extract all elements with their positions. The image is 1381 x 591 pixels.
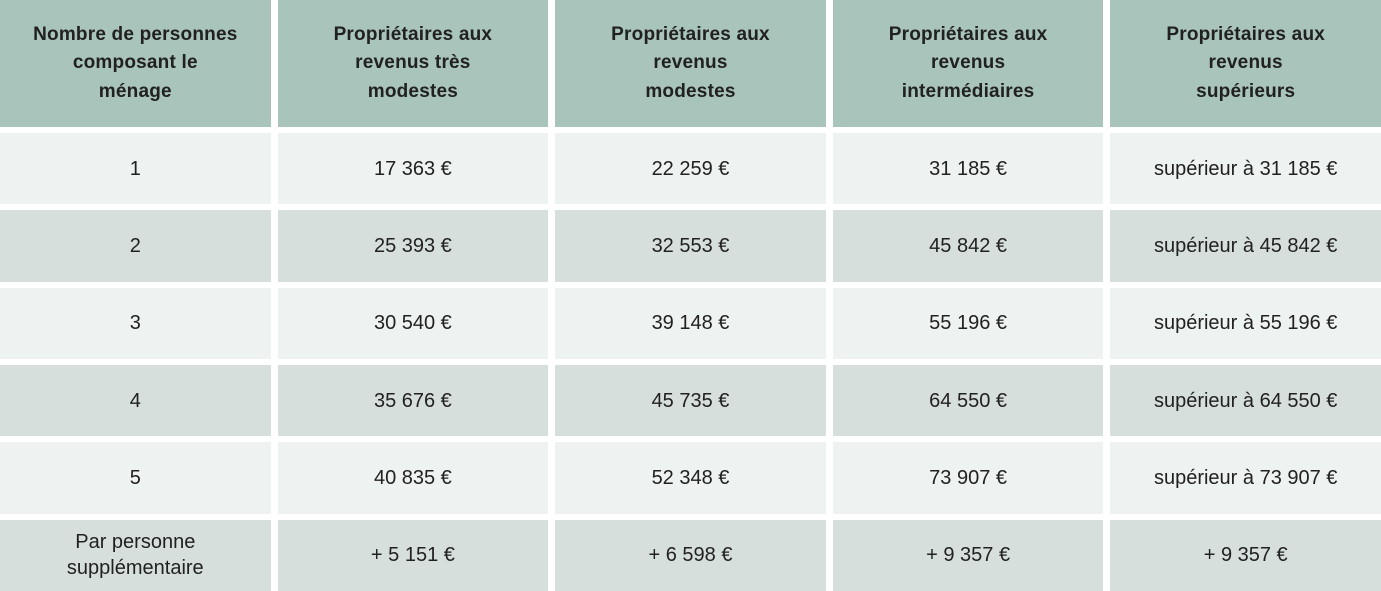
value-cell: 73 907 € <box>832 442 1104 514</box>
value-cell: supérieur à 64 550 € <box>1110 365 1381 437</box>
header-cell-household-size: Nombre de personnes composant le ménage <box>0 0 271 127</box>
row-label-cell: 2 <box>0 210 271 282</box>
value-cell: 45 842 € <box>832 210 1104 282</box>
row-label-cell: Par personne supplémentaire <box>0 519 271 591</box>
value-cell: + 9 357 € <box>1110 519 1381 591</box>
value-cell: 25 393 € <box>277 210 549 282</box>
value-cell: + 6 598 € <box>555 519 826 591</box>
value-cell: 22 259 € <box>555 133 826 205</box>
value-cell: supérieur à 31 185 € <box>1110 133 1381 205</box>
value-cell: 30 540 € <box>277 287 549 359</box>
header-cell-modest-income: Propriétaires aux revenus modestes <box>555 0 826 127</box>
value-cell: supérieur à 55 196 € <box>1110 287 1381 359</box>
value-cell: 45 735 € <box>555 365 826 437</box>
value-cell: + 5 151 € <box>277 519 549 591</box>
value-cell: 32 553 € <box>555 210 826 282</box>
row-label-cell: 5 <box>0 442 271 514</box>
value-cell: + 9 357 € <box>832 519 1104 591</box>
value-cell: supérieur à 45 842 € <box>1110 210 1381 282</box>
value-cell: 35 676 € <box>277 365 549 437</box>
value-cell: 17 363 € <box>277 133 549 205</box>
value-cell: 55 196 € <box>832 287 1104 359</box>
header-cell-very-modest-income: Propriétaires aux revenus très modestes <box>277 0 549 127</box>
row-label-cell: 3 <box>0 287 271 359</box>
value-cell: 31 185 € <box>832 133 1104 205</box>
value-cell: supérieur à 73 907 € <box>1110 442 1381 514</box>
row-label-cell: 4 <box>0 365 271 437</box>
value-cell: 64 550 € <box>832 365 1104 437</box>
header-cell-intermediate-income: Propriétaires aux revenus intermédiaires <box>832 0 1104 127</box>
value-cell: 52 348 € <box>555 442 826 514</box>
header-cell-upper-income: Propriétaires aux revenus supérieurs <box>1110 0 1381 127</box>
row-label-cell: 1 <box>0 133 271 205</box>
value-cell: 40 835 € <box>277 442 549 514</box>
value-cell: 39 148 € <box>555 287 826 359</box>
